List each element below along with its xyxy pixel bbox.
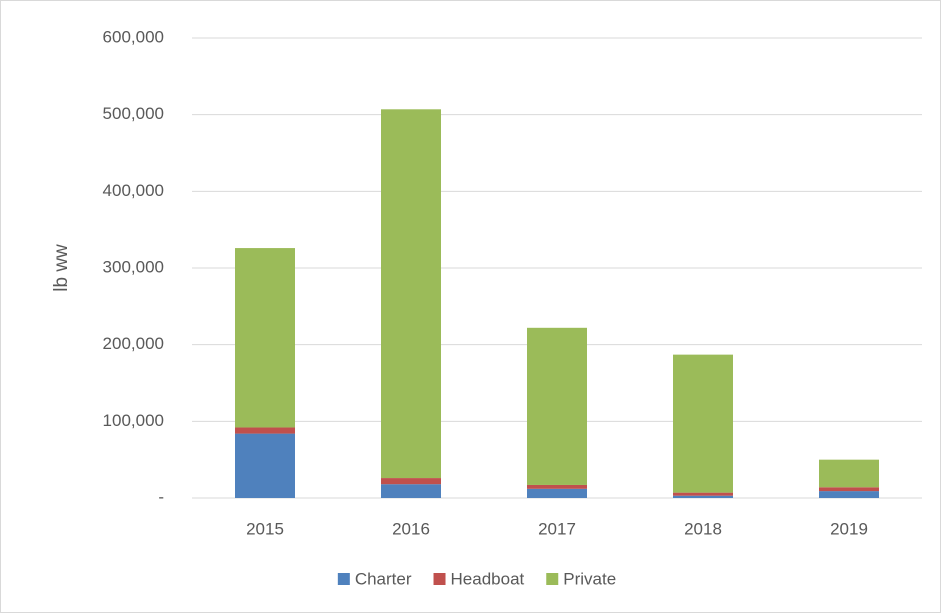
bar-segment [819,491,879,498]
bar-segment [381,109,441,479]
legend-swatch [433,573,446,585]
legend-label: Private [563,569,616,588]
legend-swatch [337,573,350,585]
bar-segment [819,487,879,492]
x-tick-label: 2019 [830,519,868,538]
legend-label: Charter [355,569,412,588]
y-tick-label: 300,000 [103,257,164,276]
x-tick-label: 2015 [246,519,284,538]
bar-segment [235,427,295,434]
y-tick-label: 600,000 [103,27,164,46]
y-tick-label: - [158,487,164,506]
bar-segment [235,248,295,428]
x-tick-label: 2017 [538,519,576,538]
bar-segment [381,484,441,498]
y-tick-label: 400,000 [103,181,164,200]
bar-segment [673,354,733,493]
legend-label: Headboat [451,569,525,588]
y-axis-label: lb ww [51,244,72,292]
legend-swatch [546,573,559,585]
bar-segment [235,433,295,498]
x-tick-label: 2018 [684,519,722,538]
bar-segment [527,488,587,498]
bar-segment [527,327,587,485]
y-tick-label: 200,000 [103,334,164,353]
bar-segment [381,478,441,485]
bar-segment [819,459,879,488]
x-tick-label: 2016 [392,519,430,538]
y-tick-label: 100,000 [103,411,164,430]
bar-segment [673,495,733,498]
bar-segment [673,492,733,496]
y-tick-label: 500,000 [103,104,164,123]
bar-segment [527,484,587,489]
